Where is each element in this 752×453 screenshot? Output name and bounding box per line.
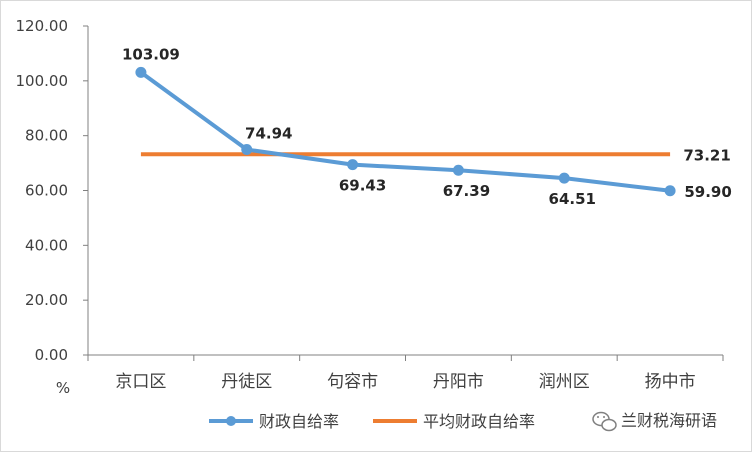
x-tick-label: 润州区 [539,372,590,392]
x-tick-label: 句容市 [327,372,378,392]
legend: 财政自给率 平均财政自给率 [209,412,535,431]
x-tick-labels: 京口区 丹徒区 句容市 丹阳市 润州区 扬中市 [115,372,695,392]
y-tick-label: 0.00 [35,346,68,364]
data-point-5 [558,172,570,184]
legend-label-actual: 财政自给率 [259,412,339,431]
y-tick-label: 60.00 [25,182,68,200]
data-label: 64.51 [549,190,596,208]
y-tick-label: 40.00 [25,236,68,254]
data-label: 69.43 [339,177,386,195]
data-point-2 [241,144,253,156]
data-point-4 [452,164,464,176]
data-labels: 103.09 74.94 69.43 67.39 64.51 59.90 73.21 [122,45,732,208]
x-tick-label: 扬中市 [645,372,696,392]
average-data-label: 73.21 [683,146,730,164]
legend-marker-actual [226,416,236,426]
y-tick-label: 100.00 [16,72,69,90]
x-tick-label: 丹徒区 [221,372,272,392]
data-point-3 [347,159,359,171]
series-line-actual [139,70,671,193]
y-tick-labels: 0.00 20.00 40.00 60.00 80.00 100.00 120.00 [16,17,69,364]
data-point-6 [664,185,676,197]
y-tick-label: 120.00 [16,17,69,35]
x-tick-label: 京口区 [115,372,166,392]
watermark-text: 兰财税海研语 [621,411,717,430]
series [135,66,676,197]
legend-item-actual[interactable]: 财政自给率 [209,412,339,431]
y-tick-label: 80.00 [25,127,68,145]
data-label: 59.90 [684,183,731,201]
watermark: 兰财税海研语 [592,411,717,432]
x-tick-label: 丹阳市 [433,372,484,392]
data-label: 74.94 [245,125,292,143]
wechat-icon [592,411,617,432]
legend-item-average[interactable]: 平均财政自给率 [373,412,535,431]
y-tick-label: 20.00 [25,291,68,309]
y-axis-unit-label: % [56,379,70,397]
data-point-1 [135,66,147,78]
axes [83,25,724,361]
data-label: 67.39 [443,182,490,200]
data-label: 103.09 [122,45,180,63]
legend-label-average: 平均财政自给率 [423,412,535,431]
